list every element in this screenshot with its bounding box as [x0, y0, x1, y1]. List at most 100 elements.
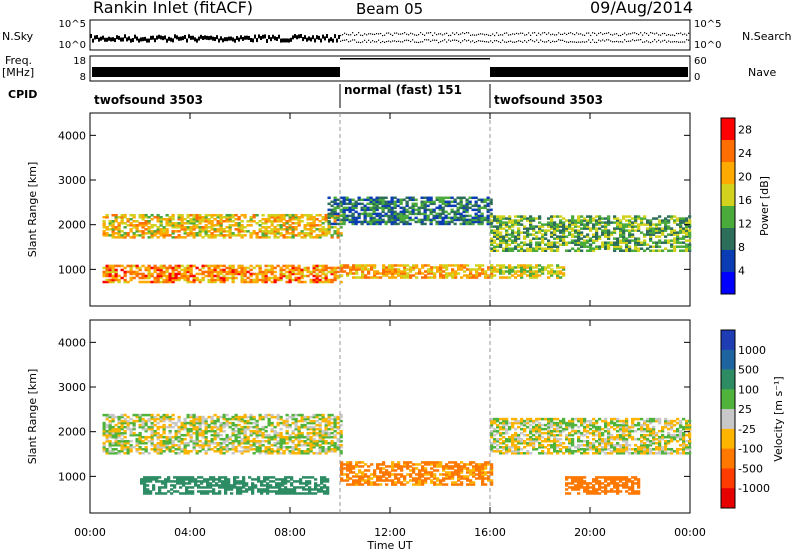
echo-cell — [465, 198, 469, 202]
echo-cell — [583, 245, 587, 248]
echo-cell — [132, 224, 136, 227]
echo-cell — [144, 268, 148, 272]
echo-cell — [333, 441, 337, 445]
echo-cell — [511, 241, 515, 244]
echo-cell — [532, 276, 536, 279]
echo-cell — [165, 413, 169, 417]
echo-cell — [457, 465, 461, 468]
echo-cell — [592, 217, 596, 220]
nsky-mark — [276, 36, 278, 41]
echo-cell — [409, 266, 413, 269]
echo-cell — [324, 232, 328, 235]
echo-cell — [147, 226, 151, 229]
echo-cell — [245, 482, 249, 485]
echo-cell — [213, 217, 217, 221]
echo-cell — [291, 450, 295, 453]
echo-cell — [490, 231, 494, 234]
echo-cell — [469, 274, 473, 277]
echo-cell — [132, 413, 136, 417]
echo-cell — [358, 471, 362, 474]
echo-cell — [451, 481, 455, 484]
echo-cell — [484, 473, 488, 476]
echo-cell — [264, 222, 268, 225]
echo-cell — [430, 481, 434, 484]
echo-cell — [487, 274, 491, 277]
echo-cell — [177, 272, 181, 276]
echo-cell — [462, 206, 466, 210]
echo-cell — [132, 433, 136, 437]
echo-cell — [147, 439, 151, 443]
echo-cell — [349, 463, 353, 466]
echo-cell — [285, 280, 289, 284]
echo-cell — [252, 266, 256, 270]
echo-cell — [336, 232, 340, 235]
echo-cell — [177, 278, 181, 282]
echo-cell — [493, 235, 497, 238]
echo-cell — [406, 264, 410, 267]
echo-cell — [210, 219, 214, 223]
echo-cell — [120, 217, 124, 221]
echo-cell — [336, 222, 340, 226]
echo-cell — [496, 215, 500, 218]
echo-cell — [469, 268, 473, 271]
echo-cell — [219, 270, 223, 274]
echo-cell — [201, 429, 205, 433]
echo-cell — [210, 421, 214, 425]
echo-cell — [357, 216, 361, 220]
echo-cell — [105, 228, 109, 231]
echo-cell — [367, 276, 371, 279]
nsearch-mark — [658, 34, 660, 36]
echo-cell — [288, 232, 292, 235]
echo-cell — [649, 229, 653, 232]
echo-cell — [219, 268, 223, 272]
echo-cell — [658, 249, 662, 252]
echo-cell — [171, 268, 175, 272]
echo-cell — [269, 480, 273, 483]
echo-cell — [405, 202, 409, 206]
nsearch-mark — [488, 34, 490, 36]
echo-cell — [637, 241, 641, 244]
echo-cell — [688, 245, 692, 248]
echo-cell — [270, 280, 274, 284]
echo-cell — [622, 249, 626, 252]
echo-cell — [330, 421, 334, 425]
echo-cell — [385, 471, 389, 474]
echo-cell — [390, 200, 394, 204]
echo-cell — [586, 227, 590, 230]
echo-cell — [526, 231, 530, 234]
echo-cell — [496, 229, 500, 232]
echo-cell — [346, 467, 350, 470]
nsearch-mark — [504, 32, 506, 34]
nsearch-mark — [502, 34, 504, 36]
echo-cell — [481, 463, 485, 466]
echo-cell — [276, 219, 280, 223]
echo-cell — [655, 225, 659, 228]
echo-cell — [508, 247, 512, 250]
echo-cell — [418, 473, 422, 476]
echo-cell — [153, 264, 157, 268]
echo-cell — [306, 427, 310, 431]
nsky-mark — [274, 36, 276, 41]
echo-cell — [126, 445, 130, 449]
echo-cell — [355, 465, 359, 468]
echo-cell — [276, 232, 280, 235]
echo-cell — [580, 237, 584, 240]
nsky-mark — [650, 41, 652, 44]
echo-cell — [318, 421, 322, 425]
echo-cell — [333, 266, 337, 270]
echo-cell — [168, 272, 172, 276]
echo-cell — [420, 202, 424, 206]
echo-cell — [240, 280, 244, 284]
echo-cell — [474, 214, 478, 218]
echo-cell — [439, 266, 443, 269]
echo-cell — [360, 206, 364, 210]
echo-cell — [189, 264, 193, 268]
echo-cell — [158, 486, 162, 489]
echo-cell — [382, 264, 386, 267]
echo-cell — [388, 471, 392, 474]
echo-cell — [673, 247, 677, 250]
nsearch-mark — [532, 32, 534, 34]
echo-cell — [135, 441, 139, 445]
echo-cell — [209, 486, 213, 489]
echo-cell — [339, 196, 343, 200]
